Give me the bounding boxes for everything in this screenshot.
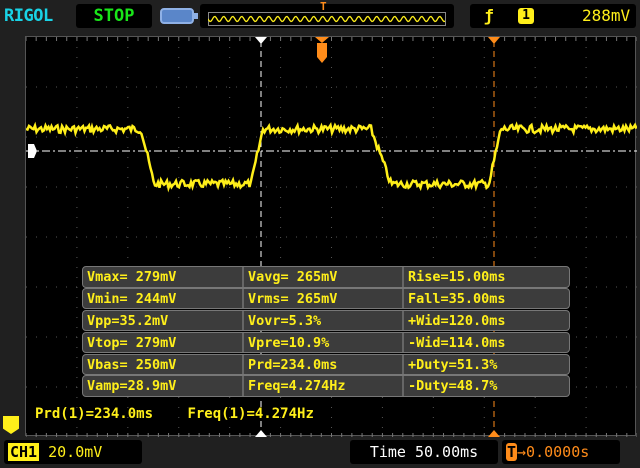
channel-label: CH1	[8, 443, 40, 461]
measurement-value: Freq=4.274Hz	[244, 376, 404, 397]
memory-overview[interactable]: T	[200, 0, 454, 28]
measurement-value: Vmin= 244mV	[83, 288, 244, 309]
measurement-value: -Duty=48.7%	[408, 378, 498, 395]
trigger-source: 1	[518, 8, 534, 24]
measurement-row: Vbas= 250mV Prd=234.0ms +Duty=51.3%	[82, 353, 570, 376]
measurement-value: Vovr=5.3%	[244, 310, 404, 331]
measurement-value: Vrms= 265mV	[244, 288, 404, 309]
brand-logo: RIGOL	[4, 6, 53, 26]
trigger-position-marker: T	[320, 0, 327, 13]
cursor-a-marker	[255, 37, 267, 44]
measurement-value: +Duty=51.3%	[408, 356, 498, 373]
trigger-offset-info[interactable]: T→0.0000s	[502, 440, 620, 464]
trigger-info[interactable]: ƒ 1 288mV	[470, 4, 636, 28]
timebase-info[interactable]: Time 50.00ms	[350, 440, 498, 464]
run-status[interactable]: STOP	[76, 4, 152, 28]
frequency-stat: Freq(1)=4.274Hz	[187, 406, 314, 422]
measurement-table: Vmax= 279mV Vavg= 265mV Rise=15.00ms Vmin= …	[82, 266, 570, 398]
measurement-value: Vpre=10.9%	[244, 332, 404, 353]
measurement-value: Vtop= 279mV	[83, 332, 244, 353]
measurement-value: Fall=35.00ms	[408, 290, 506, 307]
trigger-position-marker	[315, 37, 329, 63]
measurement-value: Vmax= 279mV	[83, 267, 244, 287]
measurement-value: -Wid=114.0ms	[408, 334, 506, 351]
trigger-offset: →0.0000s	[517, 443, 590, 461]
measurement-value: Prd=234.0ms	[244, 354, 404, 375]
ch1-offset-marker[interactable]	[3, 416, 19, 434]
measurement-value: +Wid=120.0ms	[408, 312, 506, 329]
vertical-scale: 20.0mV	[48, 443, 103, 461]
measurement-value: Vamp=28.9mV	[83, 376, 244, 397]
rising-edge-icon: ƒ	[484, 6, 494, 25]
cursor-b-marker	[488, 430, 500, 437]
measurement-row: Vmin= 244mV Vrms= 265mV Fall=35.00ms	[82, 287, 570, 310]
measurement-row: Vtop= 279mV Vpre=10.9% -Wid=114.0ms	[82, 331, 570, 354]
trigger-icon: T	[506, 443, 518, 461]
channel-info[interactable]: CH1 20.0mV	[4, 440, 142, 464]
measurement-value: Vavg= 265mV	[244, 267, 404, 287]
measurement-value: Vbas= 250mV	[83, 354, 244, 375]
period-stat: Prd(1)=234.0ms	[35, 406, 154, 422]
timebase: Time 50.00ms	[369, 443, 479, 461]
measurement-row: Vpp=35.2mV Vovr=5.3% +Wid=120.0ms	[82, 309, 570, 332]
measurement-value: Vpp=35.2mV	[83, 310, 244, 331]
measurement-row: Vmax= 279mV Vavg= 265mV Rise=15.00ms	[82, 266, 570, 288]
ch1-waveform	[25, 121, 638, 193]
trigger-level-marker	[28, 144, 37, 158]
stats-line: Prd(1)=234.0ms Freq(1)=4.274Hz	[35, 406, 314, 422]
cursor-b-marker	[488, 37, 500, 44]
measurement-row: Vamp=28.9mV Freq=4.274Hz -Duty=48.7%	[82, 375, 570, 398]
measurement-value: Rise=15.00ms	[408, 269, 506, 285]
overview-wave	[208, 12, 446, 26]
trigger-level: 288mV	[582, 6, 631, 25]
cursor-a-marker	[255, 430, 267, 437]
battery-icon	[160, 8, 198, 24]
